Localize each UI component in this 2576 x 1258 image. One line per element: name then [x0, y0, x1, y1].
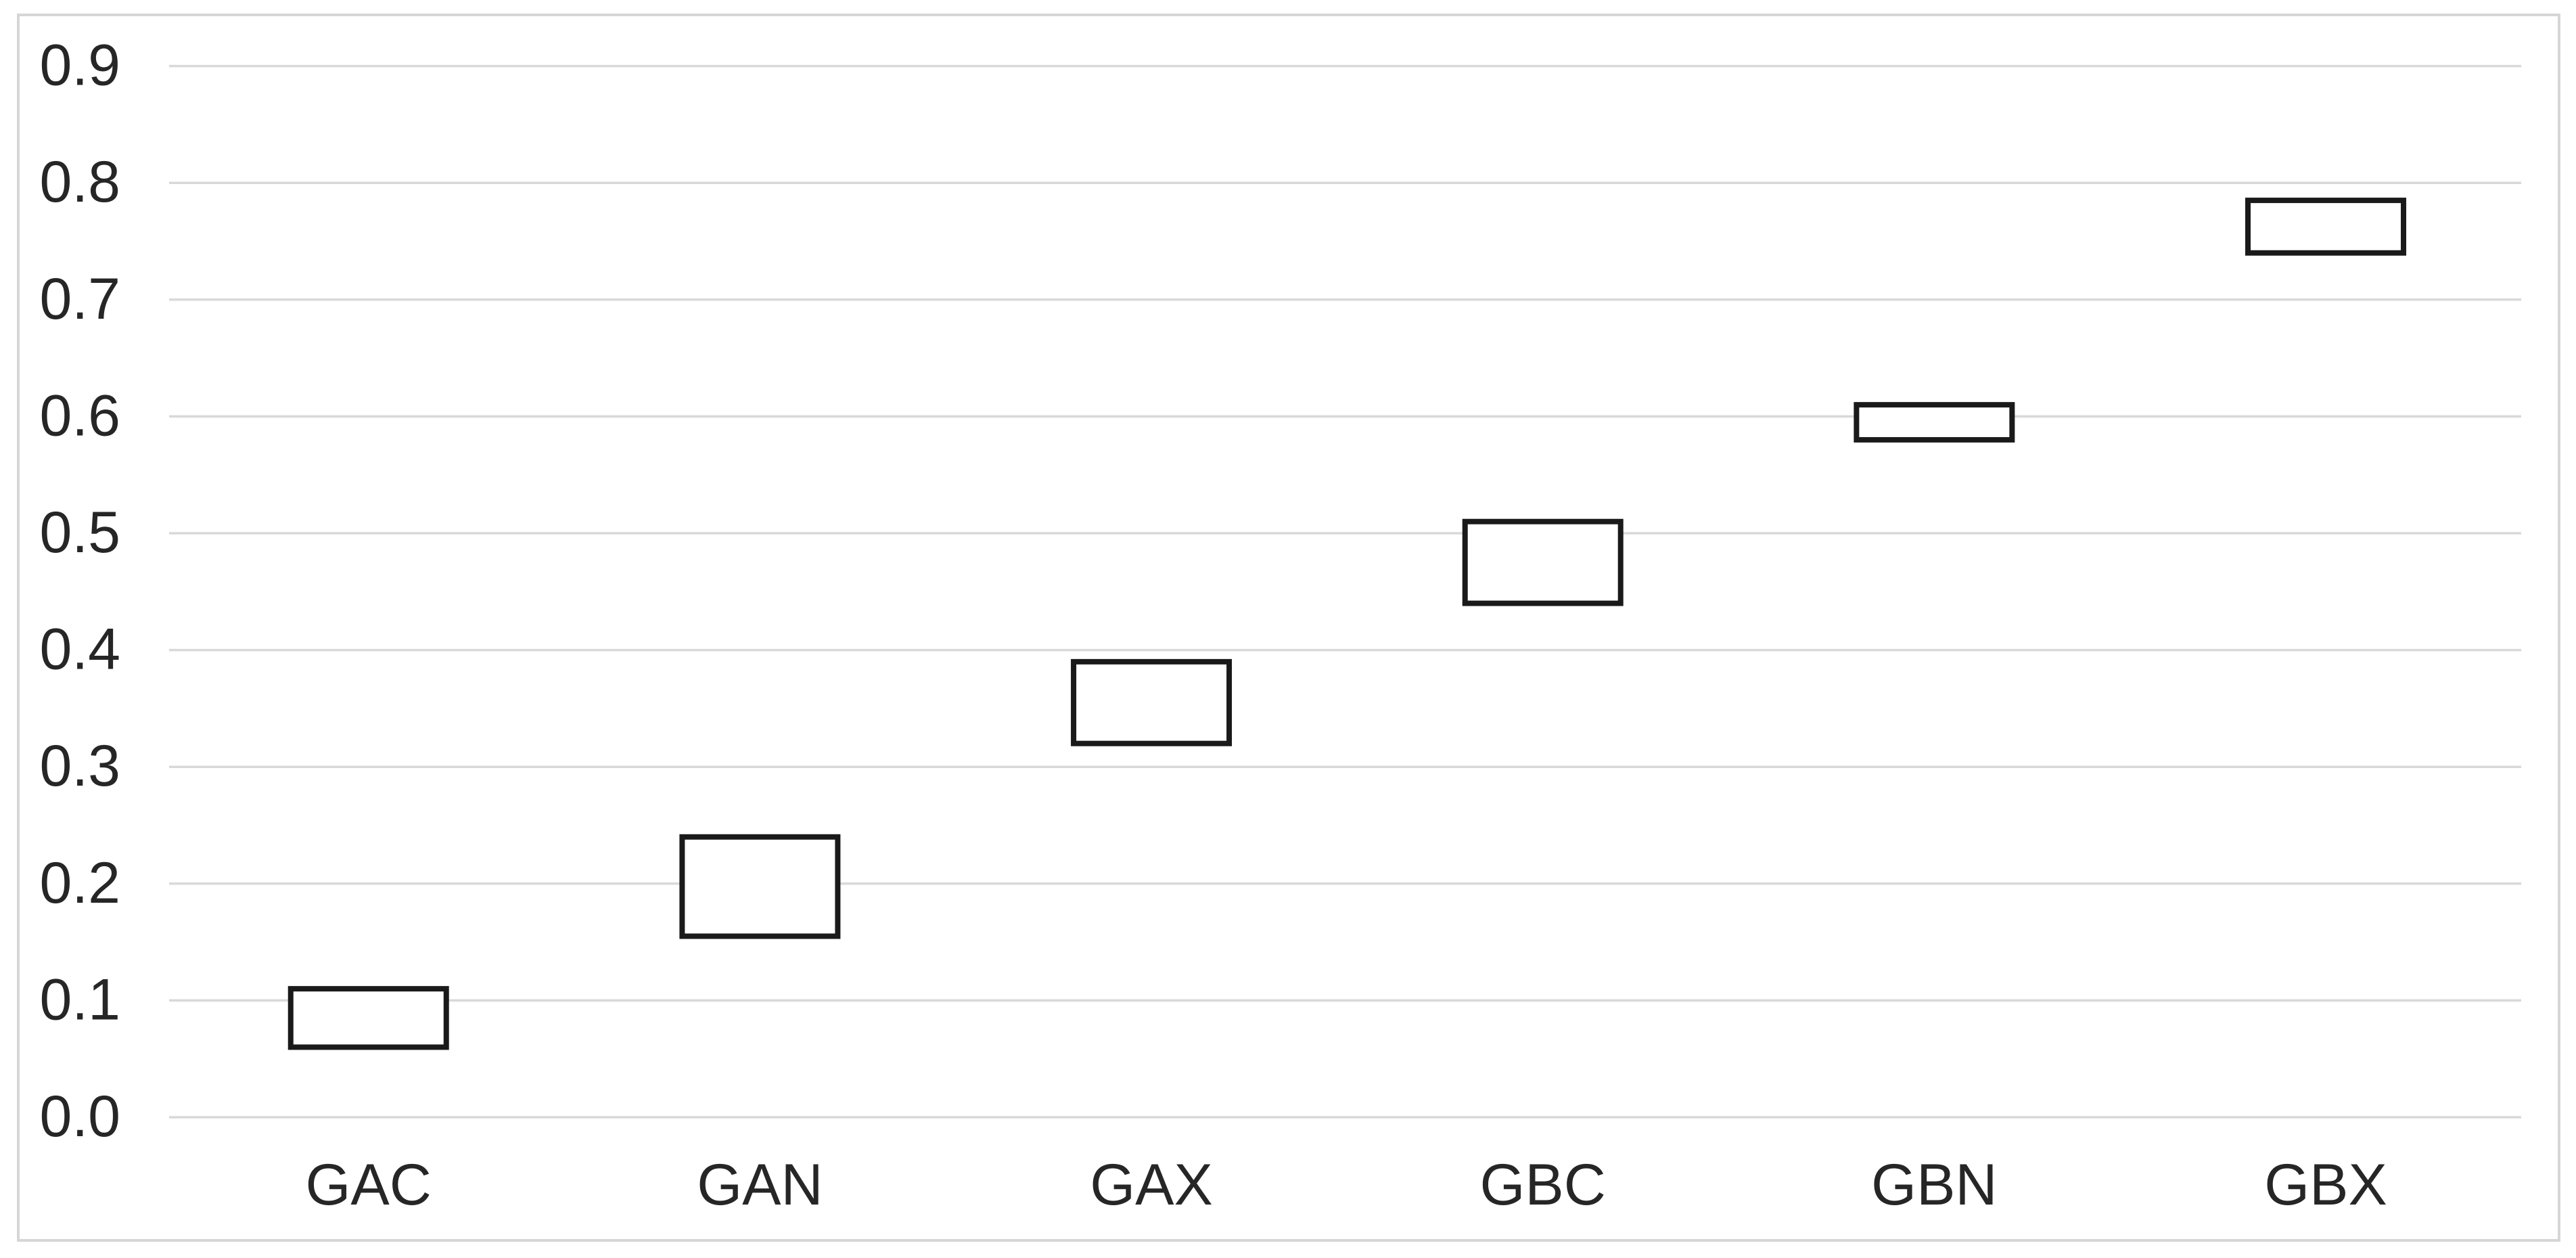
range-bar-GAN: [679, 834, 841, 939]
range-bar-GAC: [288, 986, 449, 1050]
y-tick-label-0.3: 0.3: [39, 734, 120, 799]
x-category-label-GAC: GAC: [306, 1152, 432, 1217]
y-tick-label-0.8: 0.8: [39, 150, 120, 215]
range-bar-GBC: [1462, 518, 1624, 606]
x-category-label-GAX: GAX: [1090, 1152, 1213, 1217]
x-category-label-GBN: GBN: [1871, 1152, 1997, 1217]
y-tick-label-0.0: 0.0: [39, 1084, 120, 1149]
x-category-label-GAN: GAN: [697, 1152, 823, 1217]
range-bars-group: [288, 198, 2407, 1050]
y-axis-tick-labels-group: 0.0 0.1 0.2 0.3 0.4 0.5 0.6 0.7 0.8 0.9: [39, 33, 120, 1149]
x-category-label-GBX: GBX: [2264, 1152, 2387, 1217]
chart-border-frame: [17, 14, 2560, 1242]
y-tick-label-0.6: 0.6: [39, 383, 120, 448]
y-tick-label-0.9: 0.9: [39, 33, 120, 98]
y-tick-label-0.2: 0.2: [39, 851, 120, 916]
range-bar-GAX: [1071, 658, 1233, 746]
range-bar-GBX: [2245, 198, 2407, 256]
y-tick-label-0.4: 0.4: [39, 617, 120, 682]
y-tick-label-0.5: 0.5: [39, 500, 120, 565]
x-category-label-GBC: GBC: [1480, 1152, 1606, 1217]
x-axis-category-labels-group: GAC GAN GAX GBC GBN GBX: [306, 1152, 2387, 1217]
y-tick-label-0.1: 0.1: [39, 967, 120, 1032]
gridlines-group: [169, 64, 2521, 1119]
chart-frame-group: [17, 14, 2560, 1242]
y-tick-label-0.7: 0.7: [39, 267, 120, 332]
range-bar-GBN: [1854, 402, 2015, 443]
